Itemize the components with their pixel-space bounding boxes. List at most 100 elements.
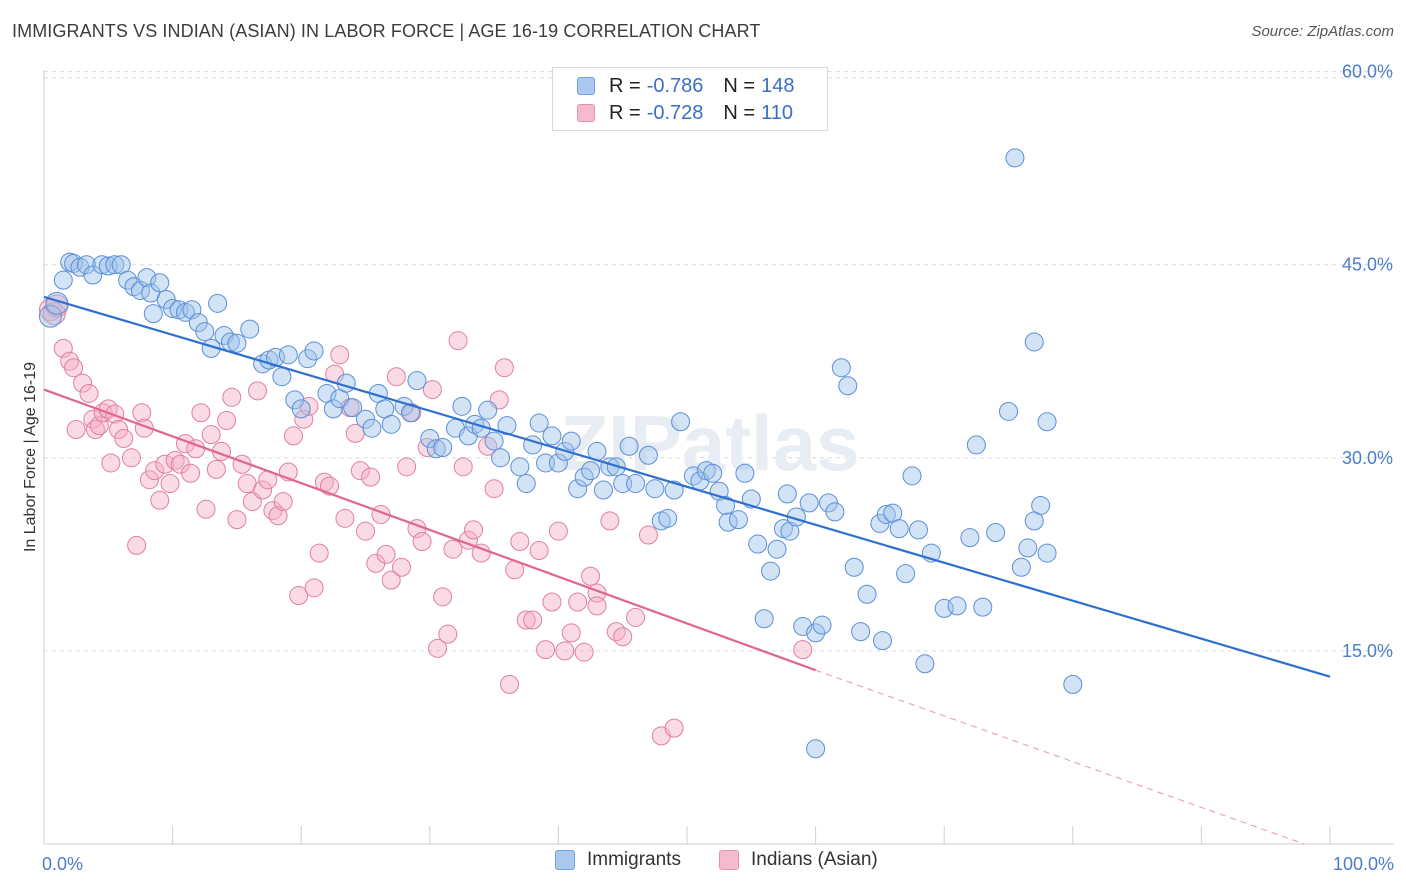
data-point — [143, 304, 163, 324]
x-tick-label-max: 100.0% — [1333, 854, 1394, 874]
data-point — [298, 349, 318, 369]
y-tick-label: 30.0% — [1342, 448, 1393, 468]
data-point — [323, 399, 343, 419]
series-legend: Immigrants Indians (Asian) — [0, 849, 1406, 877]
data-point — [1037, 543, 1057, 563]
data-point — [53, 270, 73, 290]
legend-item-immigrants[interactable]: Immigrants — [555, 849, 681, 871]
legend-item-indians-asian[interactable]: Indians (Asian) — [719, 849, 878, 871]
data-point — [825, 502, 845, 522]
data-point — [206, 459, 226, 479]
data-point — [291, 399, 311, 419]
trend-lines — [43, 295, 1331, 845]
data-point — [600, 511, 620, 531]
data-point — [386, 367, 406, 387]
data-point — [735, 463, 755, 483]
data-point — [38, 304, 62, 328]
data-point — [529, 413, 549, 433]
data-point — [240, 319, 260, 339]
data-point — [581, 461, 601, 481]
data-point — [806, 623, 826, 643]
data-point — [453, 457, 473, 477]
data-point — [548, 521, 568, 541]
data-point — [844, 557, 864, 577]
data-point — [671, 412, 691, 432]
data-point — [407, 371, 427, 391]
data-point — [350, 461, 370, 481]
data-point — [471, 543, 491, 563]
data-point — [412, 531, 432, 551]
data-point — [973, 597, 993, 617]
y-tick-label: 60.0% — [1342, 62, 1393, 82]
data-point — [105, 404, 125, 424]
data-point — [542, 426, 562, 446]
data-point — [986, 522, 1006, 542]
data-point — [683, 466, 703, 486]
data-point — [155, 454, 175, 474]
data-point — [335, 508, 355, 528]
data-point — [109, 419, 129, 439]
data-point — [362, 418, 382, 438]
data-point — [960, 528, 980, 548]
data-point — [272, 367, 292, 387]
data-point — [160, 474, 180, 494]
r-value: -0.786 — [646, 74, 704, 97]
data-point — [247, 381, 267, 401]
data-point — [150, 273, 170, 293]
data-point — [79, 383, 99, 403]
data-point — [1011, 557, 1031, 577]
data-point — [777, 484, 797, 504]
data-point — [253, 480, 273, 500]
data-point — [268, 506, 288, 526]
axes — [43, 70, 1394, 845]
data-point — [1031, 495, 1051, 515]
x-tick-marks — [43, 826, 1331, 844]
data-point — [356, 521, 375, 541]
data-point — [433, 438, 453, 458]
data-point — [793, 640, 813, 660]
n-label: N = — [723, 101, 756, 124]
data-point — [1037, 412, 1057, 432]
data-point — [201, 425, 221, 445]
chart-title: IMMIGRANTS VS INDIAN (ASIAN) IN LABOR FO… — [12, 21, 761, 41]
data-point — [309, 543, 329, 563]
data-point — [181, 463, 201, 483]
data-point — [66, 419, 86, 439]
indians-asian-points — [38, 294, 813, 746]
data-point — [85, 419, 105, 439]
data-point — [478, 436, 498, 456]
data-point — [658, 508, 678, 528]
data-point — [121, 448, 141, 468]
data-point — [645, 479, 665, 499]
data-point — [222, 387, 242, 407]
trend-line-extension — [815, 669, 1305, 845]
data-point — [516, 474, 536, 494]
data-point — [73, 373, 93, 393]
legend-swatch-immigrants — [555, 850, 575, 870]
data-point — [283, 426, 303, 446]
data-point — [587, 596, 607, 616]
data-point — [626, 607, 646, 627]
data-point — [278, 345, 298, 365]
data-point — [568, 479, 588, 499]
data-point — [195, 322, 215, 342]
data-point — [217, 410, 237, 430]
legend-label-immigrants: Immigrants — [587, 849, 681, 870]
data-point — [748, 534, 768, 554]
data-point — [132, 403, 152, 423]
data-point — [491, 448, 511, 468]
data-point — [101, 453, 121, 473]
n-value: 110 — [761, 101, 793, 124]
data-point — [536, 640, 556, 660]
y-tick-label: 15.0% — [1342, 641, 1393, 661]
data-point — [376, 544, 396, 564]
data-point — [1005, 148, 1025, 168]
r-label: R = — [609, 101, 641, 124]
y-tick-labels: 15.0% 30.0% 45.0% 60.0% — [1342, 62, 1393, 661]
data-point — [361, 467, 381, 487]
data-point — [947, 596, 967, 616]
data-point — [761, 561, 781, 581]
data-point — [196, 499, 216, 519]
trend-line — [43, 295, 1331, 678]
y-axis-label: In Labor Force | Age 16-19 — [22, 362, 39, 552]
